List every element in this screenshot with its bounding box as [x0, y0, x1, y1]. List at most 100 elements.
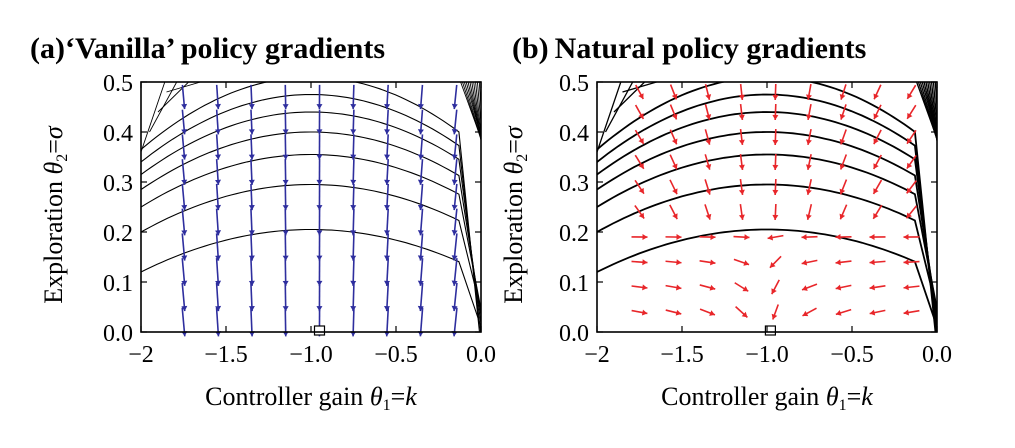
gradient-arrow — [350, 134, 357, 160]
gradient-arrow — [248, 134, 255, 160]
gradient-arrow — [384, 233, 391, 261]
gradient-arrow — [738, 128, 745, 146]
gradient-arrow — [665, 259, 682, 266]
gradient-arrow — [316, 208, 323, 236]
gradient-arrow — [839, 84, 847, 100]
gradient-arrow — [869, 259, 886, 266]
gradient-arrow — [384, 109, 391, 135]
gradient-arrow — [906, 84, 917, 100]
gradient-arrow — [350, 109, 357, 135]
gradient-arrow — [873, 104, 882, 120]
gradient-arrow — [903, 309, 920, 316]
gradient-arrow — [801, 234, 818, 241]
gradient-arrow — [282, 84, 289, 110]
gradient-arrow — [835, 284, 852, 291]
gradient-arrow — [738, 83, 745, 101]
gradient-arrow — [417, 208, 424, 236]
gradient-arrow — [451, 134, 458, 160]
panel-a-frame — [140, 81, 482, 333]
gradient-arrow — [905, 205, 918, 219]
gradient-arrow — [631, 309, 648, 316]
gradient-arrow — [634, 104, 645, 120]
gradient-arrow — [215, 159, 222, 185]
gradient-arrow — [451, 159, 458, 185]
gradient-arrow — [215, 208, 222, 236]
y-tick-label: 0.1 — [559, 271, 589, 297]
gradient-arrow — [806, 103, 812, 121]
gradient-arrow — [384, 258, 391, 286]
gradient-arrow — [282, 134, 289, 160]
gradient-arrow — [181, 134, 188, 160]
gradient-arrow — [669, 204, 678, 220]
gradient-arrow — [767, 234, 784, 241]
panel-b-y-axis-label: Exploration θ2=σ — [499, 125, 531, 304]
gradient-arrow — [631, 284, 648, 291]
clipped-plot — [597, 82, 937, 332]
gradient-arrow — [350, 208, 357, 236]
x-tick-label: 0.0 — [466, 342, 496, 368]
contour-line — [622, 82, 657, 93]
panel-b-title-text: Natural policy gradients — [555, 32, 867, 65]
gradient-arrow — [835, 259, 852, 266]
gradient-arrow — [384, 183, 391, 211]
gradient-arrow — [215, 233, 222, 261]
x-tick-label: −0.5 — [374, 342, 418, 368]
gradient-arrow — [772, 203, 779, 221]
gradient-arrow — [417, 134, 424, 160]
gradient-arrow — [699, 234, 716, 241]
gradient-arrow — [451, 233, 458, 261]
gradient-arrow — [801, 283, 818, 291]
x-tick-label: −1.0 — [289, 342, 333, 368]
gradient-arrow — [669, 154, 678, 170]
contour-line — [930, 82, 937, 140]
x-tick-label: −2 — [584, 342, 610, 368]
gradient-arrow — [835, 234, 852, 241]
gradient-arrow — [451, 84, 458, 110]
panel-a: (a)‘Vanilla’ policy gradients −2 −1.5 −1.0… — [30, 32, 496, 414]
gradient-arrow — [248, 282, 255, 312]
contour-line — [932, 82, 937, 132]
gradient-arrow — [872, 204, 883, 220]
contour-line — [475, 82, 481, 138]
contour-line — [919, 82, 937, 142]
y-tick-label: 0.3 — [559, 171, 589, 197]
panel-a-title-text: ‘Vanilla’ policy gradients — [65, 32, 385, 65]
gradient-arrow — [181, 183, 188, 211]
gradient-arrow — [248, 109, 255, 135]
x-tick-label: −1.5 — [204, 342, 248, 368]
gradient-arrow — [704, 179, 712, 195]
x-tick-label: −2 — [128, 342, 154, 368]
gradient-arrow — [839, 104, 847, 120]
gradient-arrow — [451, 109, 458, 135]
panel-b-y-ticks: 0.0 0.1 0.2 0.3 0.4 0.5 — [559, 71, 937, 347]
panel-b-x-axis-label: Controller gain θ1=k — [661, 382, 873, 414]
gradient-arrow — [669, 104, 678, 120]
panel-b-plot-area — [597, 82, 937, 336]
gradient-arrow — [869, 284, 886, 291]
gradient-arrow — [805, 128, 812, 146]
gradient-arrow — [906, 104, 917, 120]
gradient-arrow — [771, 304, 779, 320]
gradient-arrow — [772, 83, 779, 101]
gradient-arrow — [417, 282, 424, 312]
gradient-arrow — [214, 84, 221, 110]
gradient-arrow — [215, 134, 221, 160]
gradient-arrow — [384, 159, 391, 185]
x-tick-label: 0.0 — [922, 342, 952, 368]
gradient-arrow — [669, 84, 678, 100]
gradient-arrow — [839, 179, 848, 195]
contour-line — [141, 82, 166, 153]
gradient-arrow — [733, 234, 750, 241]
gradient-arrow — [699, 259, 716, 266]
gradient-arrow — [282, 282, 289, 312]
y-tick-label: 0.1 — [103, 271, 133, 297]
gradient-arrow — [417, 84, 424, 110]
gradient-arrow — [417, 183, 424, 211]
gradient-arrow — [282, 233, 289, 261]
panel-a-label: (a) — [30, 32, 65, 65]
panel-a-x-axis-label: Controller gain θ1=k — [205, 382, 417, 414]
contour-line — [597, 82, 622, 153]
gradient-arrow — [839, 129, 847, 145]
gradient-arrow — [906, 155, 917, 169]
contour-line — [480, 82, 481, 88]
